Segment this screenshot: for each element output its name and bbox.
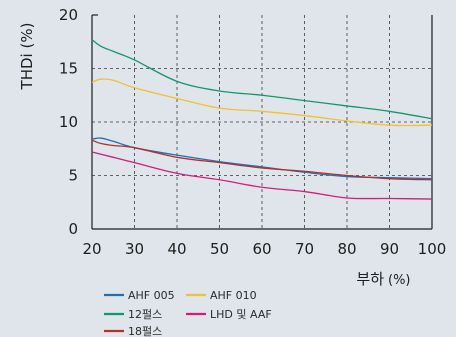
legend-label-5: 18펄스 [128,325,162,337]
legend-label-3: 12펄스 [128,308,162,321]
series-line-2 [91,78,433,127]
series-line-4 [91,151,433,200]
y-axis-title: THDi (%) [18,23,36,91]
series-line-5 [91,139,433,181]
x-tick-label-100: 100 [418,240,447,258]
y-tick-label-20: 20 [59,6,78,24]
x-tick-label-90: 90 [380,240,399,258]
x-tick-label-50: 50 [210,240,229,258]
legend: AHF 005 AHF 010 12펄스 LHD 및 AAF 18펄스 [104,289,272,337]
x-tick-label-60: 60 [252,240,271,258]
legend-label-1: AHF 005 [128,289,175,302]
x-tick-label-30: 30 [125,240,144,258]
x-tick-label-20: 20 [82,240,101,258]
x-tick-label-40: 40 [167,240,186,258]
y-tick-label-0: 0 [68,220,78,238]
legend-label-4: LHD 및 AAF [210,308,272,321]
series-lines [91,39,433,200]
legend-label-2: AHF 010 [210,289,257,302]
x-tick-label-70: 70 [295,240,314,258]
grid-lines [92,15,432,229]
series-line-3 [91,39,433,120]
y-tick-label-10: 10 [59,113,78,131]
x-axis-title: 부하 [356,270,384,288]
tick-labels: 0 5 10 15 20 20 30 40 50 60 70 80 90 100 [59,6,446,258]
y-tick-label-5: 5 [68,167,78,185]
x-tick-label-80: 80 [337,240,356,258]
axes [91,14,433,230]
y-tick-label-15: 15 [59,60,78,78]
x-axis-unit: (%) [388,273,411,288]
